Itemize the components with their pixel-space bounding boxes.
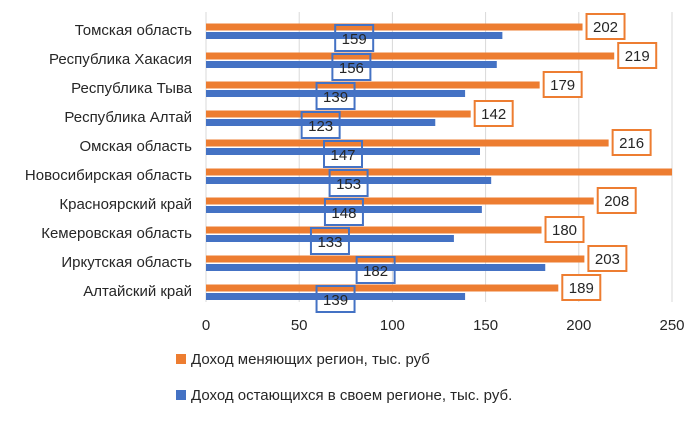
data-label-box-blue <box>309 227 350 255</box>
data-label-box-blue <box>315 82 356 110</box>
x-tick-label: 100 <box>380 317 405 334</box>
bar-blue <box>206 32 503 39</box>
data-label-box-blue <box>355 256 396 284</box>
bar-orange <box>206 197 594 205</box>
legend-swatch <box>176 390 186 400</box>
x-tick-label-layer: 0 50 100 150 200 250 <box>202 317 685 334</box>
data-label-blue: 139 <box>323 89 348 106</box>
data-label-orange: 208 <box>604 193 629 210</box>
category-label-layer: Томская область Республика Хакасия Республ… <box>25 22 193 300</box>
data-label-blue: 153 <box>336 176 361 193</box>
legend: Доход меняющих регион, тыс. руб Доход ост… <box>176 351 512 404</box>
legend-label: Доход остающихся в своем регионе, тыс. р… <box>191 387 512 404</box>
data-label-box-orange <box>617 42 658 69</box>
data-label-box-orange <box>561 274 602 301</box>
bar-blue <box>206 90 466 97</box>
data-label-orange: 179 <box>550 77 575 94</box>
category-label: Красноярский край <box>59 196 192 213</box>
category-label: Республика Тыва <box>71 80 193 97</box>
bar-blue <box>206 264 546 271</box>
bar-blue <box>206 235 454 242</box>
category-label: Республика Алтай <box>64 109 192 126</box>
data-label-box-blue <box>323 198 364 226</box>
category-label: Томская область <box>75 22 192 39</box>
bar-orange <box>206 81 540 89</box>
bar-orange <box>206 284 559 292</box>
data-label-box-orange <box>542 71 583 98</box>
data-label-box-orange <box>473 100 514 127</box>
bar-blue <box>206 61 497 68</box>
data-label-blue: 182 <box>363 263 388 280</box>
data-label-box-blue <box>331 53 372 81</box>
data-label-box-blue <box>300 111 341 139</box>
x-tick-label: 150 <box>473 317 498 334</box>
category-label: Алтайский край <box>83 283 192 300</box>
data-label-box-blue <box>334 24 375 52</box>
data-label-orange: 202 <box>593 19 618 36</box>
bar-blue <box>206 293 466 300</box>
bar-blue <box>206 206 482 213</box>
bar-orange <box>206 139 609 147</box>
data-label-orange: 142 <box>481 106 506 123</box>
data-label-layer: 202 159 219 156 179 139 142 123 216 147 153 208 148 1… <box>300 13 658 313</box>
data-label-blue: 123 <box>308 118 333 135</box>
bar-orange <box>206 168 672 176</box>
data-label-blue: 148 <box>331 205 356 222</box>
category-label: Иркутская область <box>61 254 192 271</box>
bar-orange <box>206 23 583 31</box>
bar-blue <box>206 177 492 184</box>
data-label-orange: 180 <box>552 222 577 239</box>
data-label-orange: 203 <box>595 251 620 268</box>
bar-blue <box>206 119 436 126</box>
data-label-box-blue <box>315 285 356 313</box>
data-label-blue: 147 <box>330 147 355 164</box>
bar-orange <box>206 110 471 118</box>
bar-orange <box>206 52 615 60</box>
category-label: Омская область <box>79 138 192 155</box>
data-label-box-blue <box>328 169 369 197</box>
data-label-orange: 219 <box>625 48 650 65</box>
x-tick-label: 0 <box>202 317 210 334</box>
category-label: Республика Хакасия <box>49 51 192 68</box>
x-tick-label: 200 <box>566 317 591 334</box>
data-label-blue: 159 <box>342 31 367 48</box>
x-tick-label: 50 <box>291 317 308 334</box>
x-tick-label: 250 <box>659 317 684 334</box>
bar-orange <box>206 226 542 234</box>
bar-blue <box>206 148 481 155</box>
data-label-box-orange <box>596 187 637 214</box>
category-label: Кемеровская область <box>41 225 192 242</box>
data-label-orange: 189 <box>569 280 594 297</box>
data-label-blue: 156 <box>339 60 364 77</box>
legend-label: Доход меняющих регион, тыс. руб <box>191 351 430 368</box>
data-label-orange: 216 <box>619 135 644 152</box>
data-label-blue: 139 <box>323 292 348 309</box>
legend-swatch <box>176 354 186 364</box>
data-label-box-orange <box>587 245 628 272</box>
data-label-box-blue <box>323 140 364 168</box>
category-label: Новосибирская область <box>25 167 192 184</box>
grid-layer <box>205 12 673 302</box>
data-label-box-orange <box>611 129 652 156</box>
data-label-box-orange <box>544 216 585 243</box>
data-label-box-orange <box>585 13 626 40</box>
data-label-blue: 133 <box>317 234 342 251</box>
